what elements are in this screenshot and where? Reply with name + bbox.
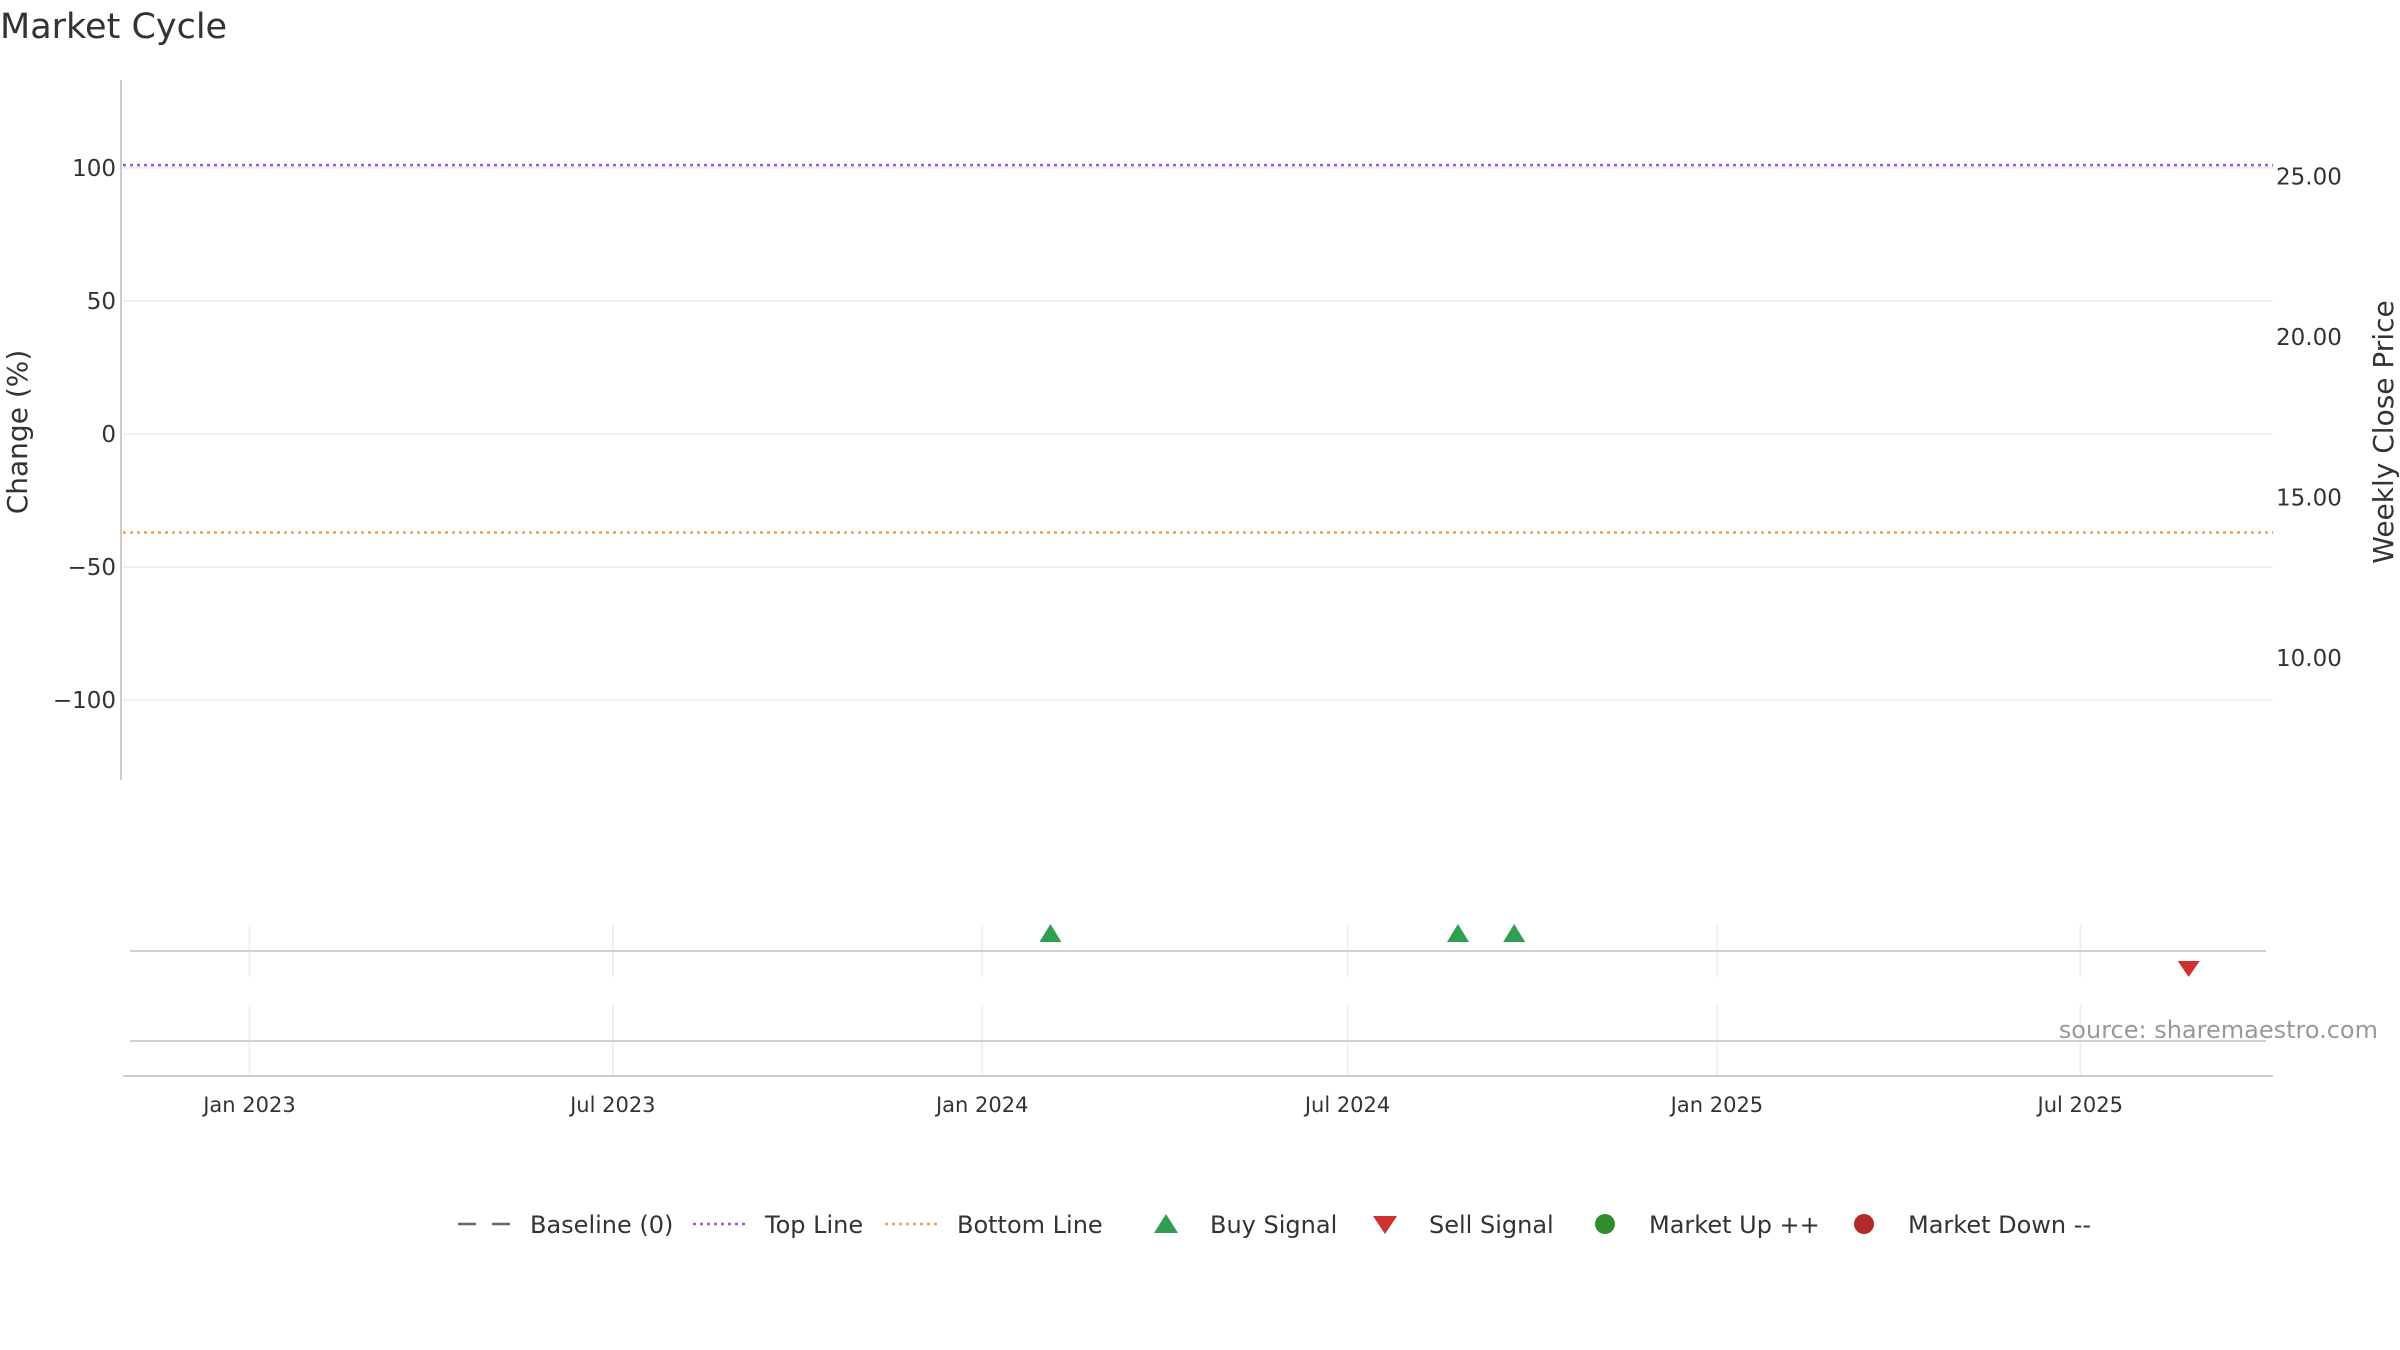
legend-item: Bottom Line	[885, 1211, 1103, 1239]
signal-panel	[130, 924, 2266, 1076]
y2-tick-label: 10.00	[2276, 646, 2342, 672]
y2-axis-ticks: 25.00 20.00 15.00 10.00	[2276, 164, 2342, 672]
x-tick-label: Jan 2023	[201, 1093, 296, 1117]
legend-label: Bottom Line	[957, 1211, 1103, 1239]
x-tick-label: Jan 2025	[1669, 1093, 1764, 1117]
circle-legend-icon	[1854, 1214, 1874, 1234]
legend-item: Top Line	[693, 1211, 863, 1239]
y2-tick-label: 15.00	[2276, 485, 2342, 511]
chart-title: Market Cycle	[0, 7, 227, 47]
y2-axis-label: Weekly Close Price	[2367, 300, 2400, 563]
main-grid	[120, 80, 2273, 780]
buy-triangle-icon	[1154, 1214, 1178, 1233]
legend-label: Sell Signal	[1429, 1211, 1554, 1239]
circle-legend-icon	[1595, 1214, 1615, 1234]
y2-tick-label: 20.00	[2276, 325, 2342, 351]
legend: Baseline (0) Top Line Bottom Line Buy Signa…	[458, 1211, 2091, 1239]
reference-lines	[123, 163, 2273, 534]
y-tick-label: 50	[87, 289, 116, 315]
legend-label: Buy Signal	[1210, 1211, 1337, 1239]
y-axis-ticks: 100 50 0 −50 −100	[53, 156, 116, 714]
buy-signal-marker	[1446, 924, 1469, 942]
legend-item: Sell Signal	[1373, 1211, 1554, 1239]
buy-signal-marker	[1039, 924, 1062, 942]
y-tick-label: −50	[67, 555, 116, 581]
legend-label: Top Line	[764, 1211, 863, 1239]
sell-signal-marker	[2177, 961, 2200, 977]
sell-triangle-icon	[1373, 1216, 1397, 1234]
legend-label: Market Down --	[1908, 1211, 2091, 1239]
legend-label: Baseline (0)	[530, 1211, 673, 1239]
y-tick-label: 0	[101, 422, 116, 448]
legend-item: Market Down --	[1854, 1211, 2091, 1239]
x-tick-label: Jul 2025	[2036, 1093, 2123, 1117]
y-axis-label: Change (%)	[1, 350, 34, 515]
legend-label: Market Up ++	[1649, 1211, 1820, 1239]
legend-item: Buy Signal	[1154, 1211, 1337, 1239]
buy-signal-marker	[1503, 924, 1526, 942]
source-text: source: sharemaestro.com	[2059, 1016, 2378, 1044]
x-tick-label: Jan 2024	[934, 1093, 1029, 1117]
x-axis: Jan 2023 Jul 2023 Jan 2024 Jul 2024 Jan 2025…	[123, 1075, 2273, 1117]
y-tick-label: 100	[72, 156, 116, 182]
y2-tick-label: 25.00	[2276, 164, 2342, 190]
x-tick-label: Jul 2024	[1303, 1093, 1390, 1117]
y-tick-label: −100	[53, 688, 116, 714]
legend-item: Baseline (0)	[458, 1211, 673, 1239]
x-tick-label: Jul 2023	[568, 1093, 655, 1117]
legend-item: Market Up ++	[1595, 1211, 1820, 1239]
